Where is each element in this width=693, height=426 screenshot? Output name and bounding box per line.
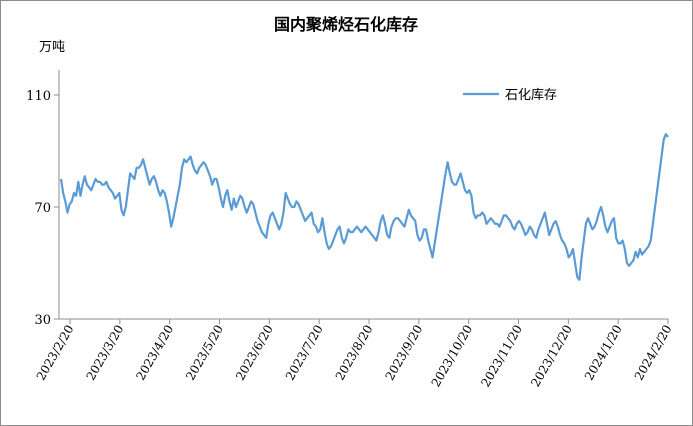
y-axis-unit-label: 万吨 [39,40,65,55]
legend-label: 石化库存 [505,87,557,103]
x-tick-label: 2023/9/20 [383,323,426,383]
x-tick-label: 2023/4/20 [133,323,176,383]
chart-title: 国内聚烯烃石化库存 [274,15,418,34]
x-tick-label: 2024/1/20 [582,323,625,383]
x-tick-label: 2023/2/20 [34,323,77,383]
x-tick-label: 2023/11/20 [478,323,525,390]
x-tick-label: 2023/10/20 [429,323,476,390]
y-tick-label: 110 [26,89,51,104]
x-tick-label: 2023/6/20 [233,323,276,383]
x-tick-label: 2023/8/20 [333,323,376,383]
x-tick-label: 2023/3/20 [84,323,127,383]
x-tick-label: 2023/7/20 [283,323,326,383]
x-ticks-group: 2023/2/20 2023/3/20 2023/4/20 2023/5/20 2023… [34,319,675,389]
legend: 石化库存 [463,87,557,103]
y-tick-label: 70 [34,201,51,216]
series-group [59,133,669,281]
x-tick-label: 2023/5/20 [183,323,226,383]
x-tick-label: 2024/2/20 [632,323,675,383]
x-tick-label: 2023/12/20 [528,323,575,390]
y-ticks-group: 30 70 110 [26,89,59,328]
series-line [59,133,669,281]
y-tick-label: 30 [34,313,51,328]
